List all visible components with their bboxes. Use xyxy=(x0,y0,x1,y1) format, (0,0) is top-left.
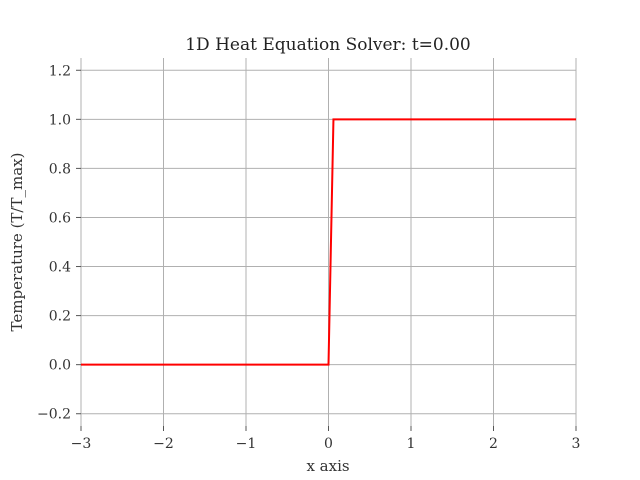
x-tick-label: −1 xyxy=(236,436,257,452)
x-tick-label: 3 xyxy=(572,436,581,452)
y-tick-label: 0.4 xyxy=(49,260,71,276)
temperature-series-line xyxy=(81,118,576,366)
x-tick-label: 2 xyxy=(489,436,498,452)
y-tick-label: −0.2 xyxy=(37,407,71,423)
y-axis-ticks: −0.2 0.0 0.2 0.4 0.6 0.8 1.0 1.2 xyxy=(37,63,81,423)
y-tick-label: 0.2 xyxy=(49,309,71,325)
chart-title: 1D Heat Equation Solver: t=0.00 xyxy=(185,35,471,55)
x-tick-label: −2 xyxy=(153,436,174,452)
x-axis-ticks: −3 −2 −1 0 1 2 3 xyxy=(71,426,581,452)
x-tick-label: 1 xyxy=(407,436,416,452)
series-layer xyxy=(81,118,576,366)
x-tick-label: −3 xyxy=(71,436,92,452)
grid xyxy=(80,58,577,426)
x-tick-label: 0 xyxy=(324,436,333,452)
y-tick-label: 0.6 xyxy=(49,210,71,226)
y-tick-label: 1.2 xyxy=(49,63,71,79)
y-tick-label: 1.0 xyxy=(49,112,71,128)
y-tick-label: 0.0 xyxy=(49,358,71,374)
x-axis-label: x axis xyxy=(306,457,349,475)
y-axis-label: Temperature (T/T_max) xyxy=(8,153,26,332)
y-tick-label: 0.8 xyxy=(49,161,71,177)
